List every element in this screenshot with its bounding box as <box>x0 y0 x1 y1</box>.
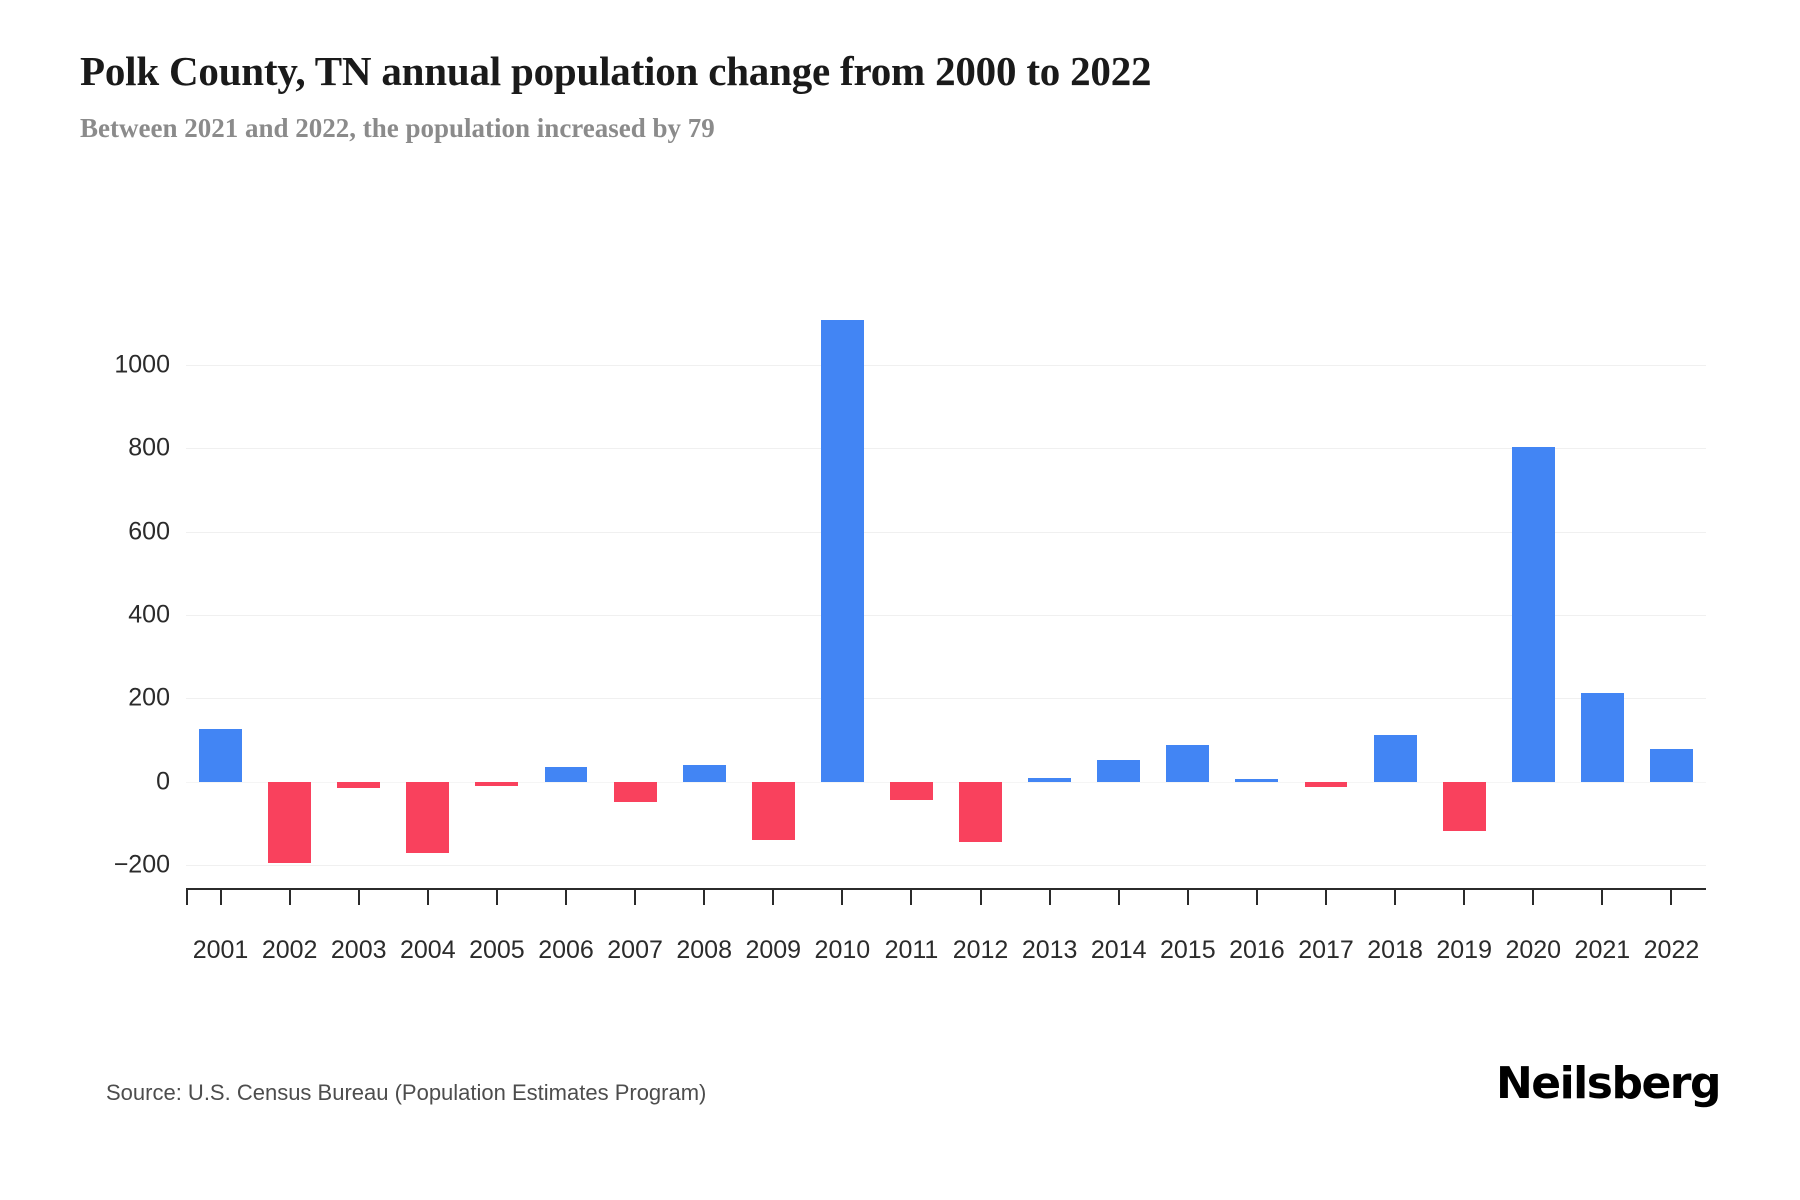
y-tick-label: 200 <box>128 683 170 712</box>
y-tick-label: 400 <box>128 600 170 629</box>
x-tick-label-2017: 2017 <box>1298 936 1354 964</box>
x-tick-label-2002: 2002 <box>261 936 318 964</box>
bar-2020[interactable] <box>1511 447 1555 782</box>
y-tick-label: 800 <box>128 433 170 462</box>
x-tick <box>634 890 637 905</box>
chart-header: Polk County, TN annual population change… <box>80 48 1730 145</box>
x-tick <box>357 890 360 905</box>
bar-2005[interactable] <box>475 781 519 786</box>
gridline-0 <box>186 781 1706 783</box>
x-tick <box>703 890 706 905</box>
source-note: Source: U.S. Census Bureau (Population E… <box>106 1080 707 1105</box>
y-tick-label: 1000 <box>114 350 170 379</box>
x-tick-label-2015: 2015 <box>1160 936 1216 964</box>
x-tick-start <box>186 890 188 905</box>
gridline-400 <box>186 615 1706 616</box>
gridline--200 <box>186 865 1706 866</box>
bar-2002[interactable] <box>268 781 312 863</box>
x-tick-label-2016: 2016 <box>1229 936 1285 964</box>
bar-2014[interactable] <box>1097 759 1141 782</box>
x-tick-label-2019: 2019 <box>1436 936 1492 964</box>
gridlines <box>186 290 1706 890</box>
x-tick-label-2021: 2021 <box>1574 936 1631 964</box>
y-tick-label: −200 <box>113 850 170 879</box>
page-title: Polk County, TN annual population change… <box>80 48 1152 94</box>
bar-2013[interactable] <box>1028 777 1072 782</box>
x-tick <box>288 890 291 905</box>
bar-2007[interactable] <box>613 781 657 803</box>
x-tick-label-2004: 2004 <box>400 936 456 964</box>
bar-2015[interactable] <box>1166 745 1210 782</box>
x-tick-label-2005: 2005 <box>469 936 525 964</box>
bar-2010[interactable] <box>820 320 864 782</box>
x-tick-label-2001: 2001 <box>192 936 249 964</box>
x-tick <box>841 890 844 905</box>
bar-2004[interactable] <box>406 781 450 854</box>
bar-2001[interactable] <box>199 729 242 782</box>
x-tick <box>1532 890 1535 905</box>
x-tick <box>1255 890 1258 905</box>
x-tick <box>1186 890 1189 905</box>
bar-2012[interactable] <box>959 781 1002 843</box>
x-tick <box>1670 890 1673 905</box>
bar-2016[interactable] <box>1235 778 1279 782</box>
bar-2018[interactable] <box>1373 735 1417 782</box>
x-axis-line <box>186 888 1706 890</box>
x-tick <box>1048 890 1051 905</box>
x-tick-label-2012: 2012 <box>952 936 1009 964</box>
chart-subtitle: Between 2021 and 2022, the population in… <box>80 113 715 144</box>
gridline-200 <box>186 698 1706 700</box>
bar-2021[interactable] <box>1580 692 1624 782</box>
y-axis-labels: −200 0 200 400 600 800 1000 <box>0 290 170 890</box>
gridline-600 <box>186 531 1706 533</box>
x-axis-ticks <box>186 890 1706 906</box>
bar-2008[interactable] <box>682 764 726 782</box>
x-tick <box>426 890 429 905</box>
x-tick <box>1463 890 1466 905</box>
x-axis-labels: 2001 2002 2003 2004 2005 2006 2007 2008 2009 2010… <box>186 936 1706 976</box>
bar-2011[interactable] <box>890 781 933 801</box>
x-tick <box>1601 890 1604 905</box>
x-tick-label-2011: 2011 <box>884 936 939 964</box>
y-tick-label: 0 <box>156 767 170 796</box>
x-tick <box>979 890 982 905</box>
x-tick-label-2006: 2006 <box>538 936 594 964</box>
x-tick-label-2013: 2013 <box>1021 936 1078 964</box>
bar-2019[interactable] <box>1442 781 1486 831</box>
x-tick <box>219 890 222 905</box>
x-tick <box>1325 890 1327 905</box>
bar-2017[interactable] <box>1304 781 1348 788</box>
x-tick-label-2008: 2008 <box>676 936 732 964</box>
x-tick <box>910 890 913 905</box>
x-tick <box>1117 890 1120 905</box>
bar-2022[interactable] <box>1650 748 1693 782</box>
bar-2009[interactable] <box>751 781 795 840</box>
x-tick-label-2010: 2010 <box>814 936 871 964</box>
x-tick-label-2009: 2009 <box>745 936 802 964</box>
gridline-800 <box>186 448 1706 450</box>
x-tick-label-2007: 2007 <box>607 936 663 964</box>
x-tick-label-2018: 2018 <box>1367 936 1423 964</box>
x-tick-label-2014: 2014 <box>1090 936 1147 964</box>
y-tick-label: 600 <box>128 517 170 546</box>
x-tick-label-2022: 2022 <box>1643 936 1700 964</box>
gridline-1000 <box>186 365 1706 366</box>
x-tick-label-2003: 2003 <box>330 936 387 964</box>
bar-2003[interactable] <box>337 781 381 789</box>
x-tick <box>495 890 498 905</box>
x-tick <box>565 890 567 905</box>
bar-2006[interactable] <box>544 767 588 782</box>
x-tick <box>1394 890 1397 905</box>
bar-series <box>186 290 1706 890</box>
x-tick <box>772 890 775 905</box>
brand-logo: Neilsberg <box>1495 1058 1722 1109</box>
x-tick-label-2020: 2020 <box>1505 936 1562 964</box>
